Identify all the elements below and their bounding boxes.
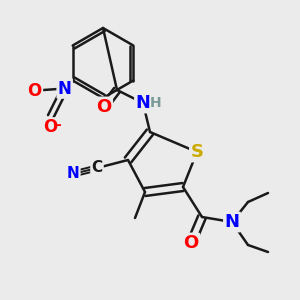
Text: N: N (224, 213, 239, 231)
Text: C: C (92, 160, 103, 175)
Text: N: N (58, 80, 72, 98)
Text: S: S (190, 143, 203, 161)
Text: O: O (183, 234, 199, 252)
Text: H: H (150, 96, 162, 110)
Text: O: O (44, 118, 58, 136)
Text: O: O (96, 98, 112, 116)
Text: O: O (28, 82, 42, 100)
Text: N: N (67, 167, 80, 182)
Text: N: N (136, 94, 151, 112)
Text: -: - (55, 118, 61, 131)
